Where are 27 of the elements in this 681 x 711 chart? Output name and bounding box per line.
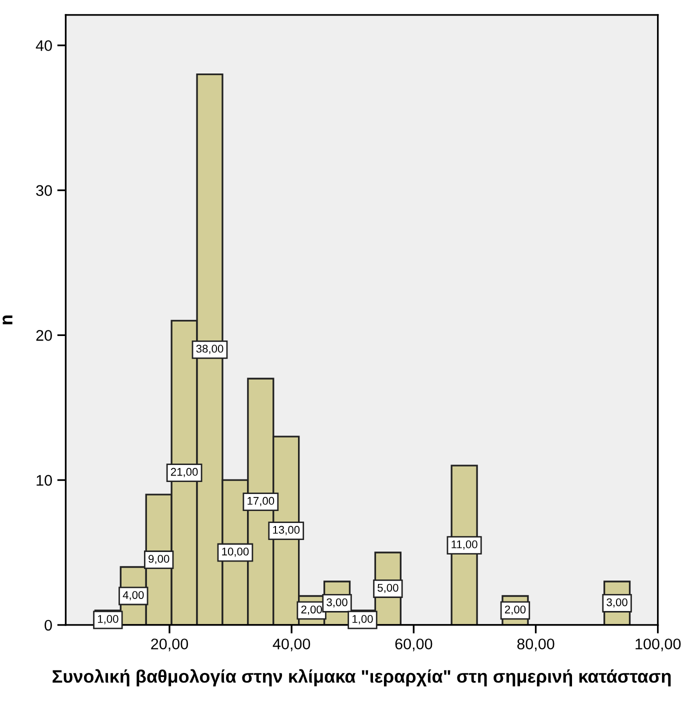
data-label: 5,00 — [378, 584, 398, 594]
data-label: 10,00 — [222, 548, 249, 557]
data-label: 17,00 — [248, 496, 274, 506]
data-label: 11,00 — [452, 540, 478, 550]
x-tick-label: 60,00 — [395, 638, 432, 652]
data-label: 1,00 — [352, 615, 373, 624]
data-label: 3,00 — [606, 598, 628, 608]
y-axis-title: n — [2, 316, 12, 324]
data-label: 1,00 — [98, 615, 118, 624]
x-tick-label: 40,00 — [272, 638, 310, 652]
data-label: 21,00 — [170, 468, 198, 478]
data-label: 3,00 — [326, 598, 348, 608]
y-tick-label: 30 — [36, 185, 52, 196]
y-tick-label: 0 — [44, 620, 52, 631]
x-tick-label: 80,00 — [517, 638, 554, 652]
data-label: 9,00 — [148, 554, 170, 564]
x-tick-label: 100,00 — [636, 638, 681, 652]
y-tick-label: 10 — [36, 474, 52, 486]
data-label: 4,00 — [122, 591, 144, 600]
data-label: 38,00 — [196, 344, 224, 354]
data-label: 2,00 — [301, 606, 322, 615]
y-tick-label: 20 — [36, 330, 52, 341]
x-axis-title: Συνολική βαθμολογία στην κλίμακα "ιεραρχία" στη σημερινή κατάσταση — [52, 669, 671, 686]
x-tick-label: 20,00 — [151, 638, 188, 652]
data-label: 2,00 — [504, 606, 526, 615]
y-tick-label: 40 — [36, 40, 52, 52]
data-label: 13,00 — [273, 526, 300, 536]
